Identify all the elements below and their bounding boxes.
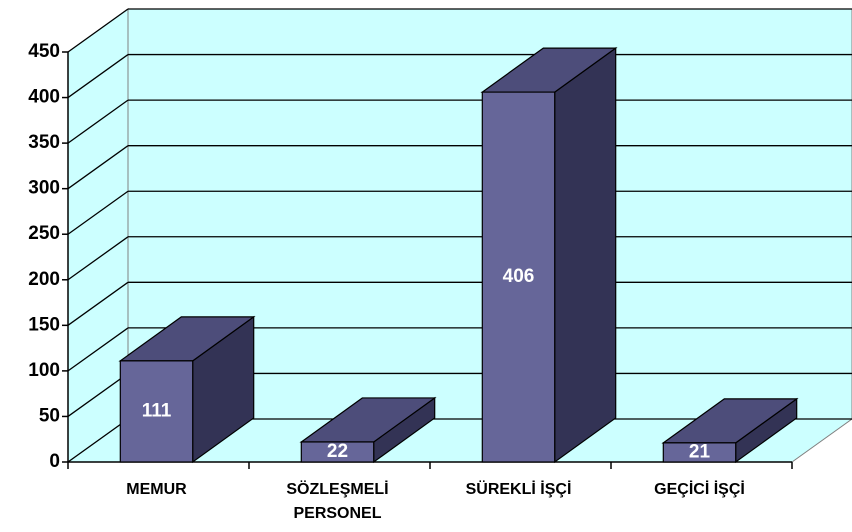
x-tick-label: GEÇİCİ İŞÇİ	[654, 481, 745, 498]
y-tick-label: 350	[28, 132, 60, 153]
y-tick-label: 450	[28, 41, 60, 62]
y-tick-label: 50	[39, 405, 60, 426]
bar	[119, 360, 194, 463]
grid-line	[67, 8, 129, 53]
grid-line	[67, 145, 129, 190]
bar-side	[554, 46, 617, 464]
y-tick-label: 300	[28, 178, 60, 199]
x-tick-label: SÜREKLİ İŞÇİ	[465, 481, 572, 498]
grid-line	[67, 99, 129, 144]
value-label: 111	[142, 400, 172, 421]
value-label: 21	[689, 441, 711, 462]
x-tick-label: SÖZLEŞMELİ PERSONEL	[286, 481, 389, 522]
y-tick-label: 400	[28, 87, 60, 108]
grid-line	[67, 372, 129, 417]
y-tick-label: 200	[28, 269, 60, 290]
grid-line	[67, 281, 129, 326]
grid-line	[67, 236, 129, 281]
y-tick-label: 150	[28, 314, 60, 335]
bar	[662, 442, 737, 463]
x-tick-label: MEMUR	[126, 481, 187, 498]
value-label: 22	[327, 441, 348, 462]
bar	[481, 91, 556, 463]
bar	[300, 441, 375, 463]
grid-line	[67, 190, 129, 235]
grid-line	[67, 54, 129, 99]
value-label: 406	[503, 266, 535, 287]
y-tick-label: 0	[49, 451, 60, 472]
grid-line	[67, 327, 129, 372]
y-tick-label: 250	[28, 223, 60, 244]
y-tick-label: 100	[28, 360, 60, 381]
grid-line	[67, 418, 129, 463]
side-wall	[67, 8, 129, 463]
